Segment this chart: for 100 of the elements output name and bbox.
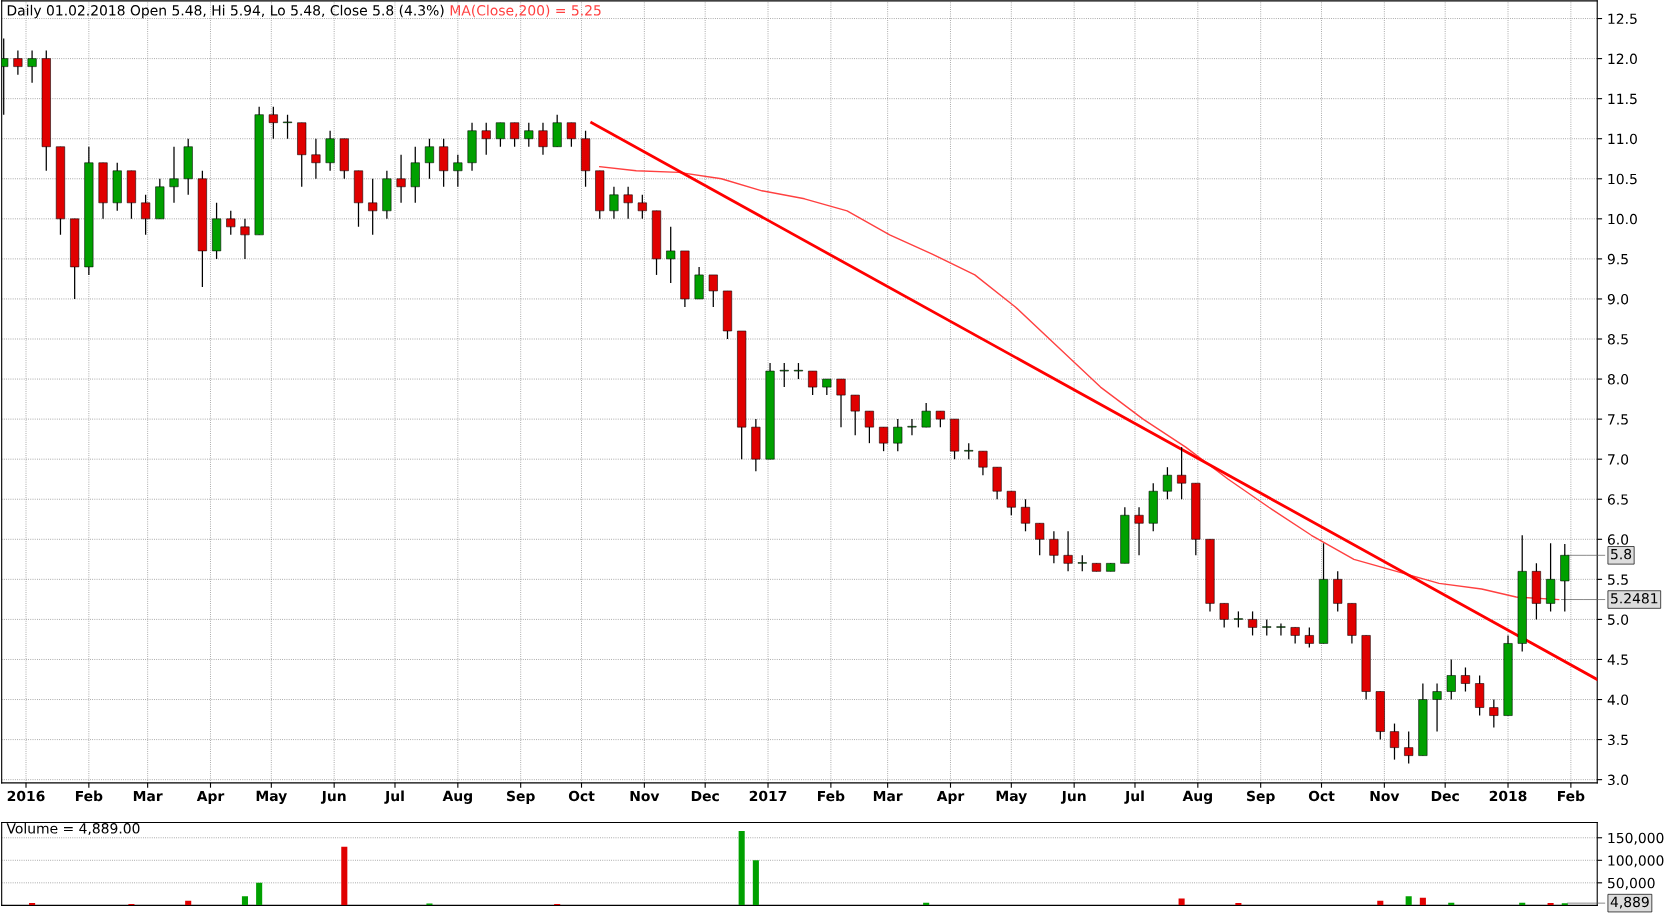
candlestick [708, 274, 718, 308]
candlestick [311, 138, 321, 180]
y-tick-label: 150,000 [1608, 832, 1664, 845]
bar [341, 846, 348, 906]
candlestick [268, 106, 278, 140]
candlestick [1404, 730, 1414, 765]
x-tick-label: Sep [1247, 790, 1275, 804]
candlestick [1460, 666, 1470, 693]
x-tick-label: Feb [75, 790, 103, 802]
y-tick-label: 50,000 [1608, 877, 1655, 890]
x-tick-label: 2017 [749, 790, 787, 802]
candlestick [566, 122, 576, 148]
candlestick [169, 146, 179, 204]
annotation: 5.8 [1611, 548, 1632, 560]
candlestick [850, 394, 860, 436]
candlestick [1063, 530, 1073, 572]
annotation: 4,889 [1610, 896, 1649, 909]
x-tick-label: Jul [384, 790, 404, 804]
y-tick-label: 8.5 [1607, 333, 1628, 345]
x-tick-label: Jun [320, 790, 346, 804]
candlestick [666, 226, 676, 284]
x-tick-label: Dec [691, 790, 719, 802]
y-tick-label: 10.5 [1608, 173, 1637, 185]
candlestick [1162, 466, 1172, 500]
candlestick [510, 122, 520, 148]
candlestick [368, 178, 378, 236]
candlestick [538, 122, 548, 156]
y-tick-label: 6.5 [1607, 494, 1628, 505]
bar [752, 860, 759, 906]
candlestick [1248, 610, 1258, 637]
x-tick-label: May [256, 790, 287, 804]
x-tick-label: May [996, 790, 1027, 804]
candlestick [609, 186, 619, 220]
text: MA(Close,200) = 5.25 [450, 4, 601, 18]
x-tick-label: Aug [1182, 790, 1212, 804]
candlestick [1304, 626, 1314, 649]
y-tick-label: 4.5 [1607, 654, 1628, 665]
y-tick-label: 6.0 [1607, 534, 1629, 545]
candlestick [907, 418, 917, 436]
candlestick [240, 218, 250, 260]
y-tick-label: 12.5 [1608, 13, 1637, 25]
candlestick [1446, 658, 1456, 701]
x-tick-label: Oct [568, 790, 595, 802]
x-tick-label: Sep [507, 790, 535, 804]
candlestick [396, 154, 406, 204]
annotation: 5.2481 [1611, 593, 1658, 604]
y-tick-label: 5.0 [1608, 614, 1629, 625]
candlestick [481, 122, 491, 156]
chart-title: Volume = 4,889.00 [6, 822, 140, 836]
candlestick [1006, 490, 1016, 516]
candlestick [637, 194, 647, 220]
x-tick-label: Jul [1124, 790, 1144, 804]
y-tick-label: 3.0 [1608, 774, 1629, 786]
candlestick [779, 362, 789, 388]
candlestick [921, 402, 931, 428]
y-tick-label: 11.0 [1608, 133, 1637, 145]
candlestick [1432, 682, 1442, 733]
candlestick [808, 370, 818, 396]
candlestick [1276, 622, 1286, 637]
candlestick [1489, 698, 1499, 729]
candlestick [226, 210, 236, 236]
x-tick-label: 2018 [1489, 790, 1527, 802]
y-tick-label: 100,000 [1608, 855, 1664, 868]
candlestick [978, 450, 988, 476]
y-tick-label: 3.5 [1608, 734, 1628, 746]
y-tick-label: 11.5 [1608, 93, 1637, 105]
y-tick-label: 8.0 [1607, 374, 1629, 385]
chart-title: Daily 01.02.2018 Open 5.48, Hi 5.94, Lo 5.48, Close 5.8 (4.3%) [7, 4, 444, 19]
y-tick-label: 7.5 [1608, 414, 1628, 425]
line-series [599, 166, 1560, 601]
y-tick-label: 7.0 [1608, 454, 1629, 465]
y-tick-label: 4.0 [1607, 694, 1629, 705]
candlestick [1049, 530, 1059, 564]
candlestick [495, 122, 505, 148]
candlestick [864, 410, 874, 444]
bar [256, 882, 263, 906]
y-tick-label: 9.5 [1607, 253, 1628, 265]
y-tick-label: 5.5 [1608, 574, 1628, 585]
candlestick [1177, 446, 1187, 500]
x-tick-label: Mar [873, 790, 903, 802]
candlestick [1035, 522, 1045, 556]
candlestick [424, 138, 434, 180]
y-tick-label: 9.0 [1607, 293, 1629, 305]
x-tick-label: Apr [936, 790, 965, 804]
x-tick-label: Apr [196, 790, 225, 804]
candlestick [1219, 602, 1229, 629]
candlestick [524, 122, 534, 148]
candlestick [623, 186, 633, 220]
y-tick-label: 10.0 [1608, 213, 1637, 225]
candlestick [453, 154, 463, 188]
x-tick-label: Nov [630, 790, 660, 802]
x-tick-label: Nov [1370, 790, 1400, 802]
bar [241, 896, 248, 906]
candlestick [879, 426, 889, 452]
candlestick [1389, 722, 1400, 761]
candlestick [1020, 498, 1031, 532]
x-tick-label: Feb [818, 790, 845, 802]
x-tick-label: 2016 [7, 790, 45, 802]
x-tick-label: Oct [1308, 790, 1335, 802]
candlestick [283, 114, 293, 140]
